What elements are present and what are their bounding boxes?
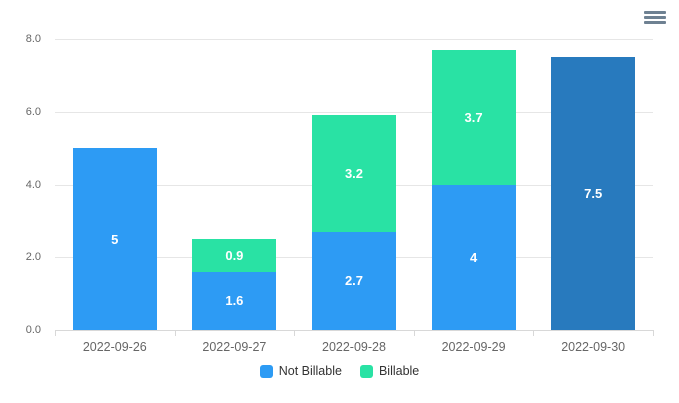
x-axis-label: 2022-09-27 <box>202 340 267 354</box>
bar-value-label: 1.6 <box>225 293 244 309</box>
bar: 0.9 1.6 <box>192 239 277 330</box>
x-axis-tick <box>55 331 56 336</box>
bar-segment[interactable]: 3.7 <box>431 49 516 185</box>
gridline <box>55 111 653 113</box>
bar-value-label: 4 <box>469 249 478 265</box>
bar-segment[interactable]: 7.5 <box>551 57 636 330</box>
y-axis-label: 2.0 <box>25 251 41 264</box>
bar: 3.2 2.7 <box>312 115 396 330</box>
y-axis-label: 8.0 <box>25 33 41 45</box>
x-axis-label: 2022-09-30 <box>561 340 626 354</box>
x-axis-label: 2022-09-26 <box>82 340 147 354</box>
legend-item[interactable]: Billable <box>359 364 420 378</box>
x-axis-labels: 2022-09-26 2022-09-27 2022-09-28 2022-09-29… <box>55 340 653 354</box>
legend-label: Not Billable <box>278 364 342 378</box>
y-axis-label: 4.0 <box>25 178 41 191</box>
export-menu-button[interactable] <box>644 11 668 28</box>
x-axis-tick <box>294 331 296 336</box>
bar-value-label: 3.7 <box>464 109 483 125</box>
x-axis-line <box>55 330 654 331</box>
x-axis-label: 2022-09-29 <box>441 340 506 354</box>
bar-value-label: 7.5 <box>584 186 603 202</box>
x-axis-tick <box>533 331 535 336</box>
y-axis-label: 6.0 <box>25 105 41 118</box>
bar-value-label: 3.2 <box>344 166 364 182</box>
x-axis-tick <box>174 331 176 336</box>
bar-segment[interactable]: 3.2 <box>312 115 396 232</box>
bar: 5 <box>72 148 157 330</box>
legend-item[interactable]: Not Billable <box>259 364 342 378</box>
legend-label: Billable <box>378 364 420 378</box>
bar-value-label: 5 <box>111 231 119 247</box>
x-axis-tick <box>413 331 415 336</box>
legend-swatch <box>259 364 273 378</box>
bar: 3.7 4 <box>431 49 516 330</box>
bar-value-label: 0.9 <box>225 247 244 263</box>
bar-segment[interactable]: 1.6 <box>192 271 277 330</box>
plot-area: 5 0.9 1.6 3.2 2.7 3.7 4 7.5 <box>55 39 653 330</box>
x-axis-label: 2022-09-28 <box>322 340 386 354</box>
bar: 7.5 <box>551 57 636 330</box>
bar-segment[interactable]: 0.9 <box>192 239 277 272</box>
y-axis-label: 0.0 <box>25 324 41 336</box>
bar-segment[interactable]: 2.7 <box>312 231 396 330</box>
x-axis-tick <box>653 331 654 336</box>
legend: Not Billable Billable <box>0 364 679 378</box>
y-axis: 0.0 2.0 4.0 6.0 8.0 <box>0 33 47 336</box>
bar-segment[interactable]: 5 <box>72 148 157 330</box>
bar-segment[interactable]: 4 <box>431 184 516 330</box>
bar-value-label: 2.7 <box>344 273 364 289</box>
hamburger-icon <box>644 11 668 24</box>
legend-swatch <box>359 364 373 378</box>
gridline <box>55 39 653 40</box>
